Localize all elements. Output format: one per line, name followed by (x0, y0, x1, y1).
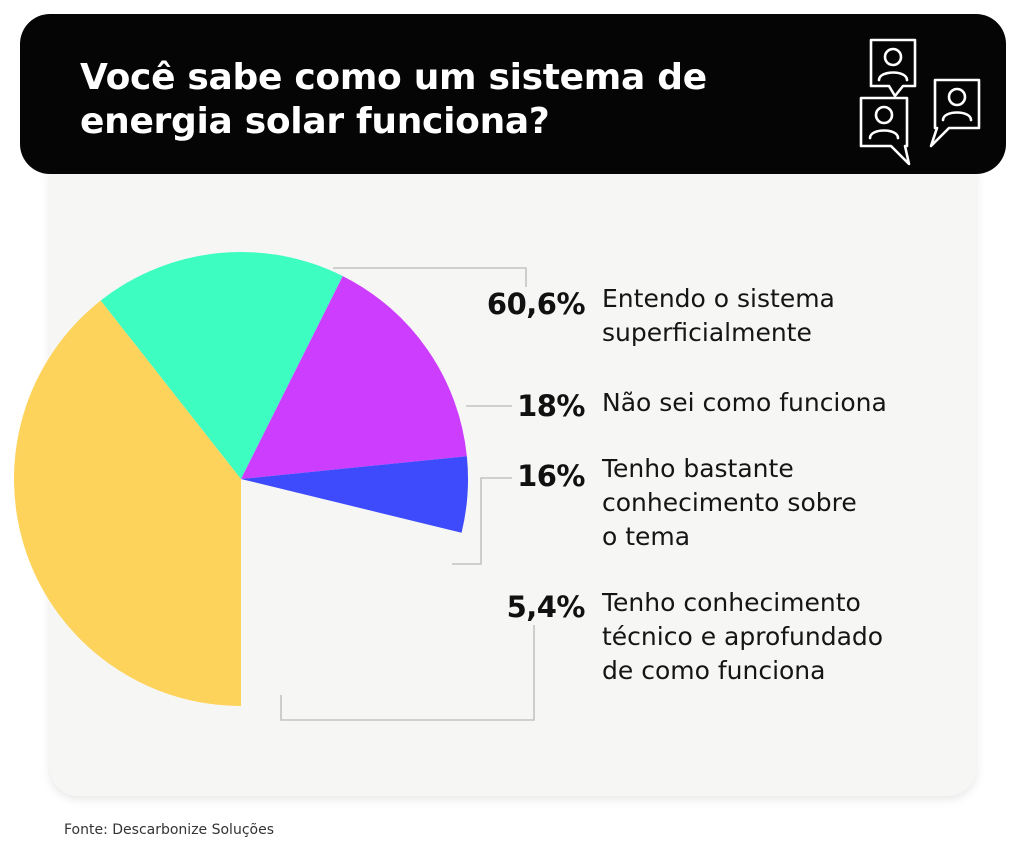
legend-label-1: Entendo o sistema superficialmente (602, 282, 1002, 350)
source-note: Fonte: Descarbonize Soluções (64, 822, 274, 838)
legend-label-2-line-1: Não sei como funciona (602, 388, 887, 417)
legend-label-4-line-3: de como funciona (602, 656, 826, 685)
legend-label-1-line-1: Entendo o sistema (602, 284, 835, 313)
header-banner: Você sabe como um sistema de energia sol… (20, 14, 1006, 174)
value-label-2: 18% (517, 389, 585, 423)
legend-label-4-line-1: Tenho conhecimento (602, 588, 861, 617)
people-chat-icon (859, 38, 981, 166)
legend-label-3-line-2: conhecimento sobre (602, 488, 857, 517)
legend-label-3-line-1: Tenho bastante (602, 454, 794, 483)
legend-label-1-line-2: superficialmente (602, 318, 812, 347)
legend-label-2: Não sei como funciona (602, 386, 1002, 420)
leader-line-3 (452, 477, 512, 565)
title-line-2: energia solar funciona? (80, 101, 550, 142)
legend-label-3: Tenho bastante conhecimento sobre o tema (602, 452, 1002, 554)
pie-slice-3 (241, 276, 467, 479)
value-label-1: 60,6% (486, 287, 586, 321)
pie-slice-2 (100, 252, 343, 479)
leader-line-4 (280, 625, 535, 721)
title-line-1: Você sabe como um sistema de (80, 57, 707, 98)
leader-line-1 (333, 267, 527, 287)
pie-slice-1 (14, 300, 242, 706)
legend-label-4: Tenho conhecimento técnico e aprofundado… (602, 586, 1002, 688)
value-label-4: 5,4% (506, 590, 586, 624)
value-label-3: 16% (517, 459, 585, 493)
legend-label-4-line-2: técnico e aprofundado (602, 622, 884, 651)
pie-slice-4 (241, 456, 468, 533)
legend-label-3-line-3: o tema (602, 522, 691, 551)
page-title: Você sabe como um sistema de energia sol… (80, 56, 800, 144)
